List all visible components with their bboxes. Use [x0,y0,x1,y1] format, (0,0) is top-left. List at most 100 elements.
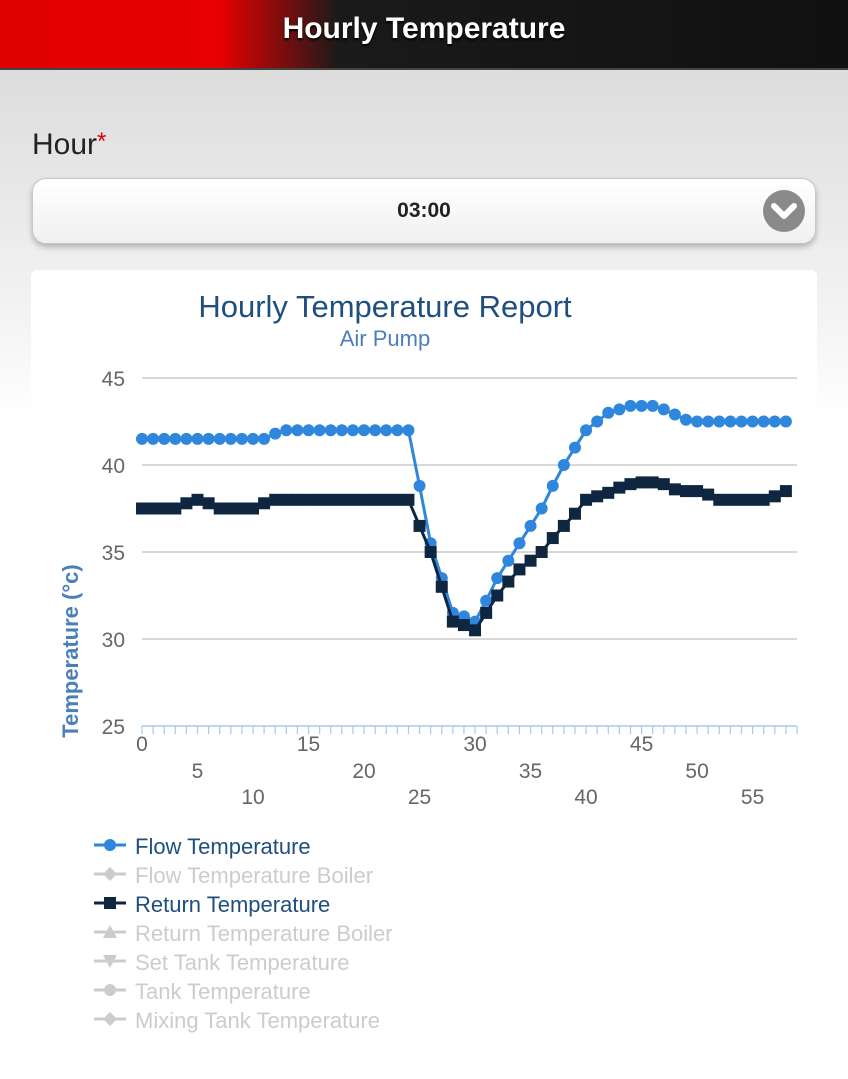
data-point [213,502,226,515]
data-point [446,615,459,628]
data-point [169,502,182,515]
legend-symbol-icon [94,867,126,881]
data-point [713,415,726,428]
data-point [136,502,148,515]
hour-label-text: Hour [32,128,98,161]
data-point [557,459,570,471]
x-tick-label: 40 [574,786,597,809]
legend-item[interactable]: Return Temperature Boiler [93,919,473,946]
data-point [457,619,470,632]
legend-item[interactable]: Flow Temperature [93,832,473,859]
data-point [491,572,504,585]
series-flow [136,399,792,628]
data-point [635,476,648,489]
data-point [513,563,526,576]
y-tick-label: 45 [102,368,125,391]
data-point [502,575,515,588]
grid-lines [142,377,797,640]
legend-item[interactable]: Return Temperature [93,890,473,917]
data-point [291,493,304,506]
data-point [524,519,537,532]
hour-select[interactable]: 03:00 [32,178,816,244]
data-point [358,424,371,437]
data-point [568,441,581,454]
data-point [502,554,515,567]
data-point [679,413,692,426]
legend-item[interactable]: Flow Temperature Boiler [93,861,473,888]
series-layer [136,399,792,637]
data-point [180,432,193,445]
data-point [258,432,271,445]
data-point [580,493,593,506]
data-point [147,502,160,515]
data-point [757,493,770,506]
data-point [535,546,548,558]
data-point [524,554,537,567]
data-point [557,519,570,532]
legend-label: Mixing Tank Temperature [135,1008,380,1033]
data-point [546,532,559,545]
data-point [235,432,248,445]
data-point [668,483,681,496]
data-point [346,493,359,506]
data-point [213,432,226,445]
data-point [191,432,204,445]
data-point [269,493,282,506]
chart-title: Hourly Temperature Report [198,289,572,324]
data-point [702,488,715,501]
data-point [746,493,759,506]
data-point [380,493,393,506]
data-point [380,424,393,437]
data-point [346,424,359,437]
data-point [602,406,615,419]
data-point [413,479,426,492]
legend-item[interactable]: Set Tank Temperature [93,948,473,975]
data-point [779,415,792,428]
legend-symbol-icon [94,984,126,996]
y-tick-label: 40 [102,455,125,478]
data-point [591,490,604,503]
data-point [247,432,260,445]
legend-item[interactable]: Tank Temperature [93,977,473,1004]
legend-symbol-icon [94,925,126,938]
data-point [635,399,648,412]
y-tick-label: 30 [102,629,125,652]
x-tick-label: 35 [519,760,542,783]
data-point [191,493,204,506]
x-tick-label: 25 [408,786,431,809]
x-tick-label: 5 [192,760,204,783]
data-point [691,415,704,428]
data-point [247,502,260,515]
x-tick-label: 45 [630,733,653,756]
chevron-down-icon[interactable] [763,190,805,232]
data-point [580,424,593,437]
x-tick-label: 10 [241,786,264,809]
hour-field-label: Hour* [32,128,106,162]
data-point [668,408,681,421]
temperature-chart: Hourly Temperature Report Air Pump Tempe… [58,289,798,809]
data-point [391,424,404,437]
legend-label: Flow Temperature [135,834,311,859]
data-point [224,432,237,445]
legend-label: Flow Temperature Boiler [135,863,374,888]
data-point [302,493,315,506]
data-point [480,606,493,619]
x-tick-label: 0 [136,733,148,756]
data-point [657,478,670,491]
y-tick-label: 35 [102,542,125,565]
data-point [413,519,426,532]
data-point [768,490,781,503]
y-axis-label: Temperature (°c) [58,564,83,737]
data-point [402,493,415,506]
data-point [480,594,493,607]
legend-item[interactable]: Mixing Tank Temperature [93,1006,473,1033]
x-tick-label: 55 [741,786,764,809]
data-point [702,415,715,428]
page-title: Hourly Temperature [282,12,566,45]
data-point [136,432,148,445]
data-point [424,546,437,558]
data-point [513,537,526,550]
data-point [202,497,215,510]
data-point [335,493,348,506]
data-point [324,493,337,506]
